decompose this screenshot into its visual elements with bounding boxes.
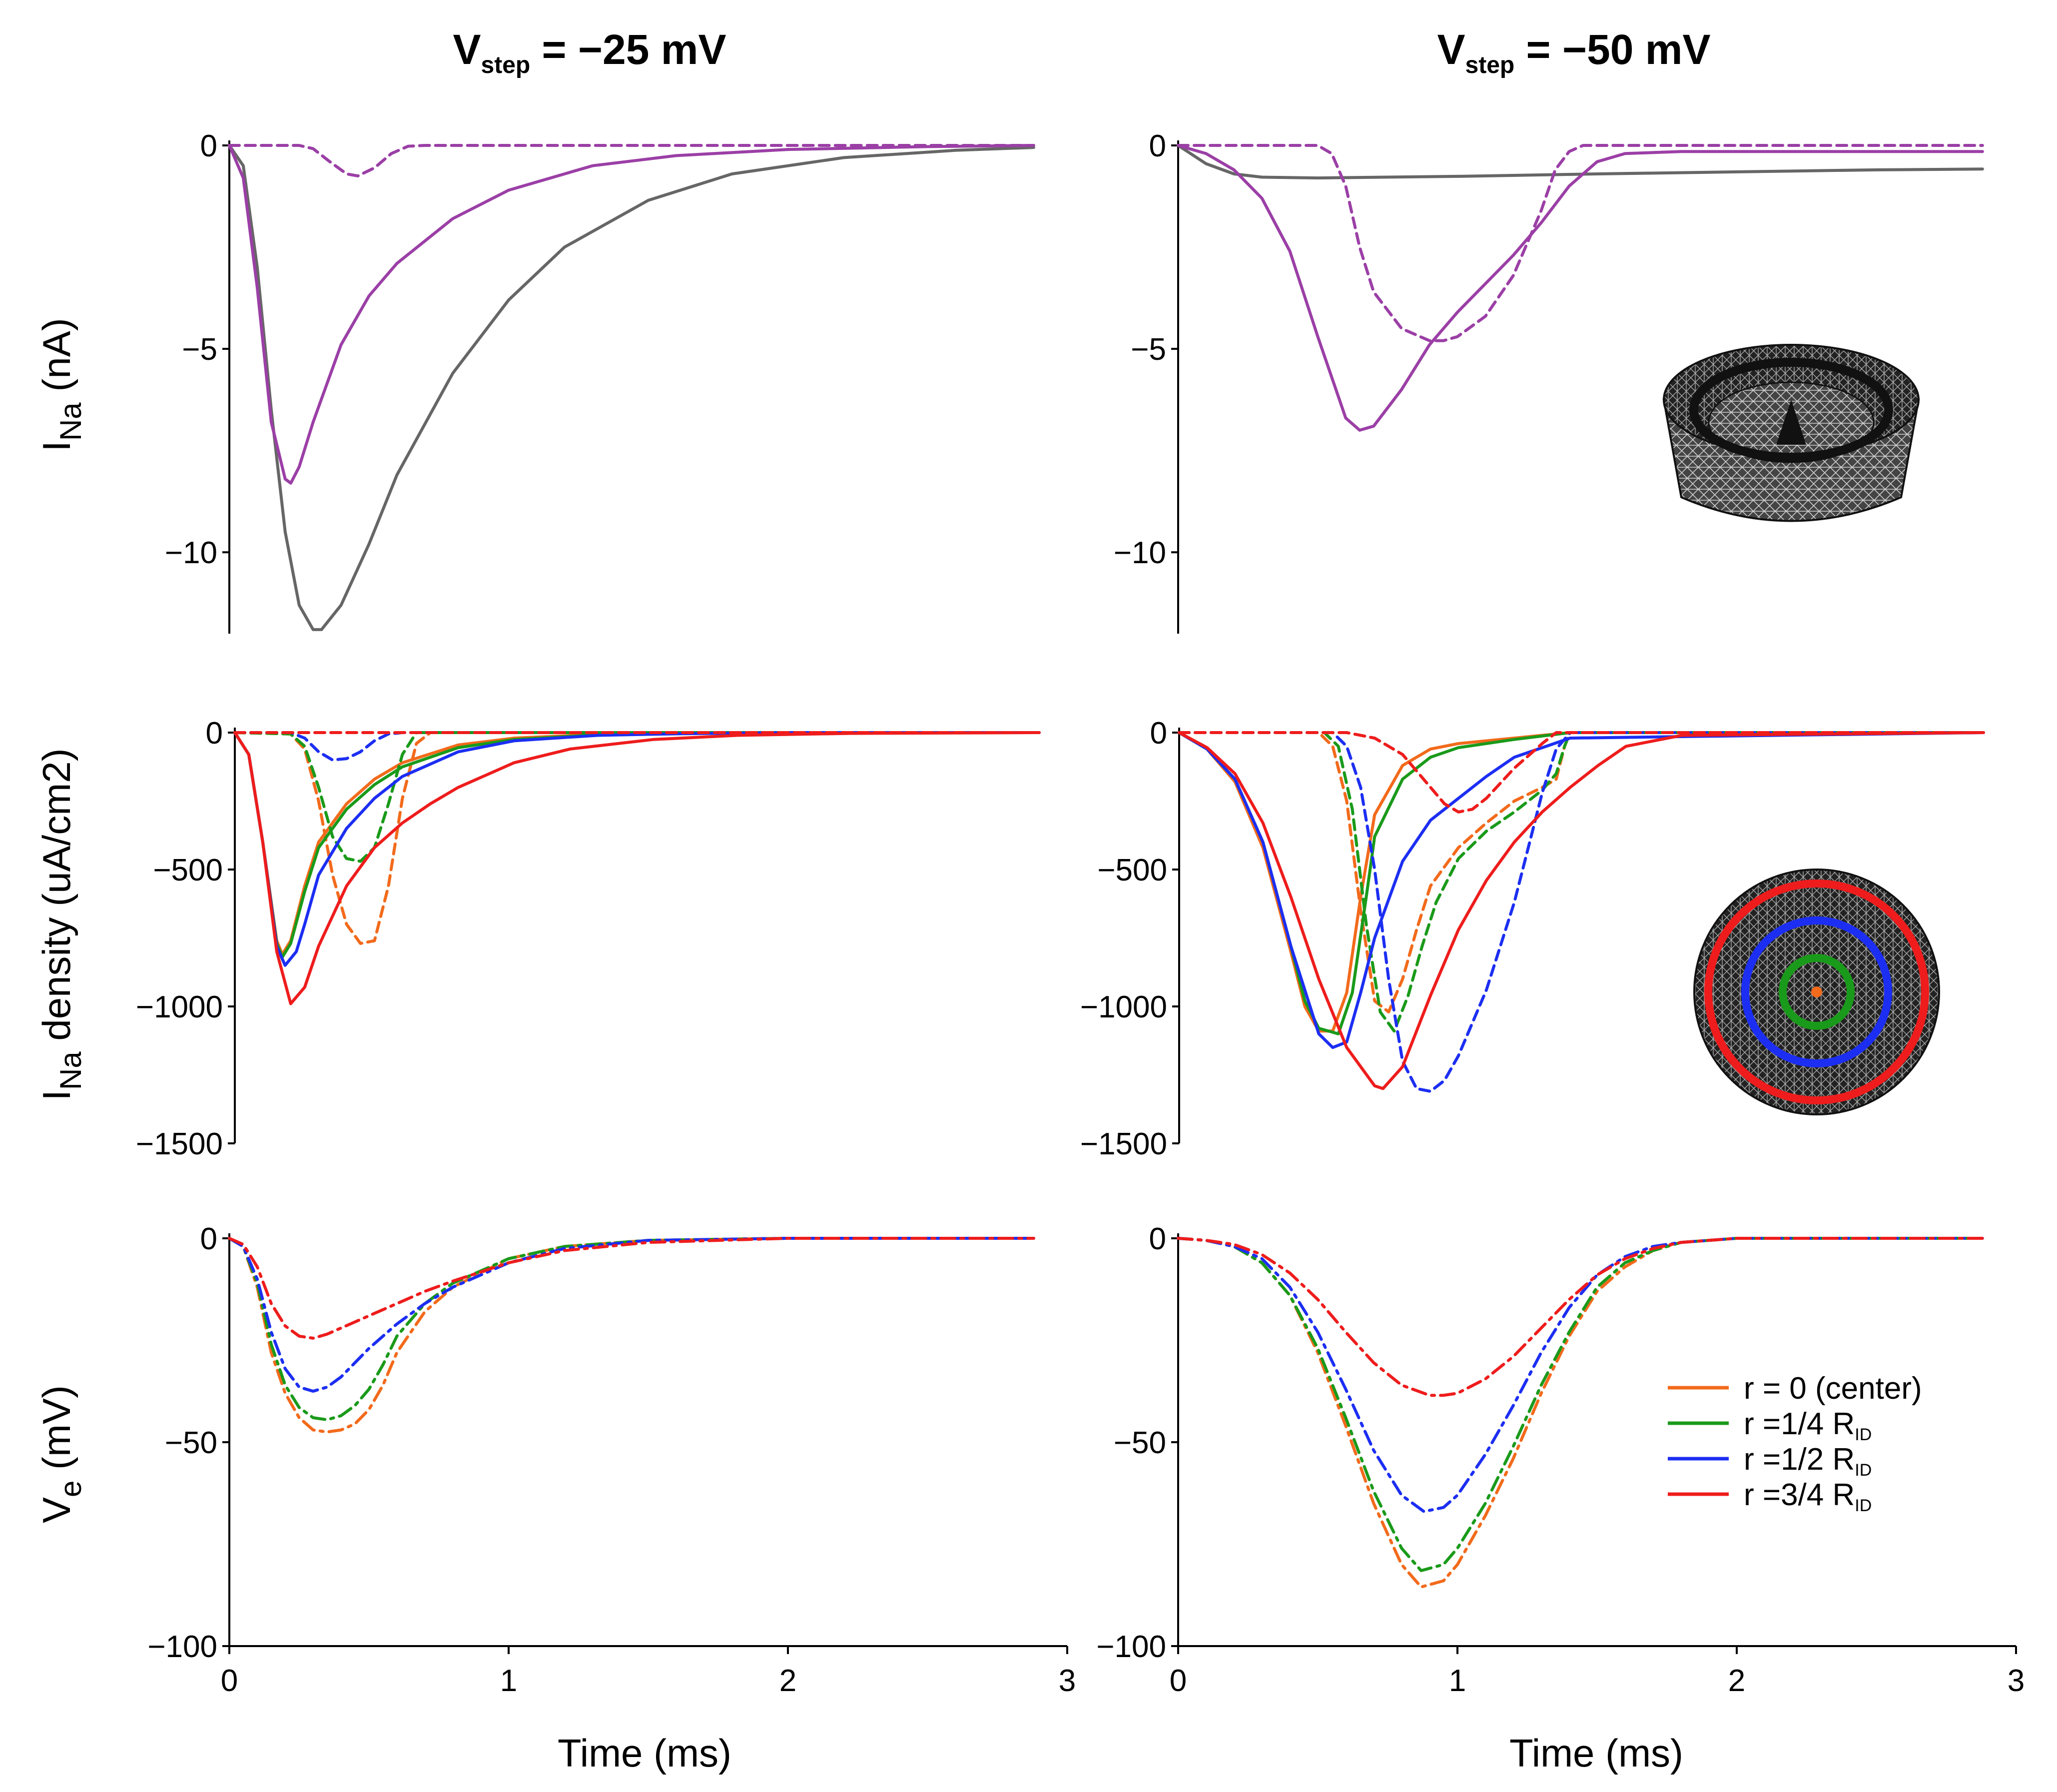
legend-label: r =3/4 RID	[1744, 1478, 1872, 1515]
y-tick-label: −500	[153, 853, 223, 888]
y-tick-label: −1000	[1080, 990, 1167, 1024]
series-line	[1177, 144, 1984, 432]
radius-circle-1-2	[1741, 916, 1892, 1067]
radius-center-point	[1811, 986, 1822, 997]
y-tick-label: −50	[165, 1426, 217, 1460]
y-tick-label: 0	[206, 716, 223, 751]
panel-current-25mv: 0 −5 −10	[165, 129, 1035, 634]
x-axis-title-right: Time (ms)	[1509, 1731, 1683, 1775]
y-tick-label: −10	[165, 536, 217, 570]
y-axis-title-current-density: INa density (uA/cm2)	[34, 748, 87, 1100]
x-tick-label: 0	[221, 1664, 238, 1698]
series-line	[1178, 731, 1985, 1049]
panel-ve-50mv: 0−50−1000 1 2 3	[1096, 1222, 2025, 1698]
series-line	[233, 731, 1041, 959]
series-line	[228, 1237, 1035, 1422]
series-line	[1177, 1237, 1984, 1513]
x-tick-label: 3	[2008, 1664, 2025, 1698]
series-line	[233, 731, 1041, 762]
y-tick-label: −1000	[136, 990, 223, 1024]
series-line	[1178, 731, 1985, 1033]
series-line	[1178, 731, 1985, 1033]
y-tick-label: 0	[200, 129, 217, 163]
x-axis-title-left: Time (ms)	[558, 1731, 731, 1775]
series-line	[233, 731, 1041, 1005]
series-line	[228, 144, 1035, 178]
x-tick-label: 1	[1449, 1664, 1466, 1698]
series-line	[1178, 731, 1985, 1090]
legend-label: r = 0 (center)	[1744, 1371, 1922, 1406]
series-line	[233, 731, 1041, 967]
y-tick-label: −1500	[136, 1127, 223, 1161]
series-line	[1177, 1237, 1984, 1397]
x-tick-label: 1	[500, 1664, 517, 1698]
y-tick-label: −500	[1097, 853, 1167, 888]
x-tick-label: 2	[1728, 1664, 1745, 1698]
series-line	[1178, 731, 1985, 814]
series-line	[233, 731, 1041, 863]
series-line	[228, 1237, 1035, 1393]
series-line	[233, 731, 1041, 945]
series-line	[228, 1237, 1035, 1340]
y-tick-label: 0	[1149, 1222, 1166, 1256]
disc-top-view-inset	[1693, 869, 1940, 1115]
y-axis-title-current: INa (nA)	[34, 318, 87, 451]
y-tick-label: 0	[200, 1222, 217, 1256]
panel-current-50mv: 0 −5 −10	[1114, 129, 1984, 634]
y-tick-label: 0	[1149, 129, 1166, 163]
x-tick-label: 0	[1170, 1664, 1187, 1698]
series-line	[1177, 144, 1984, 180]
legend-label: r =1/4 RID	[1744, 1407, 1872, 1444]
radius-circle-1-4	[1779, 954, 1855, 1030]
y-tick-label: 0	[1150, 716, 1167, 751]
panel-density-50mv: 0 −500 −1000 −1500	[1080, 716, 1985, 1161]
y-tick-label: −100	[1096, 1630, 1166, 1664]
series-line	[1177, 1237, 1984, 1572]
column-title-left: Vstep = −25 mV	[453, 26, 726, 78]
series-line	[228, 144, 1035, 485]
y-axis-title-ve: Ve (mV)	[34, 1385, 87, 1523]
series-line	[1177, 144, 1984, 342]
y-tick-label: −1500	[1080, 1127, 1167, 1161]
y-tick-label: −100	[147, 1630, 217, 1664]
y-tick-label: −10	[1114, 536, 1166, 570]
panel-ve-25mv: 0−50−1000 1 2 3	[147, 1222, 1076, 1698]
panel-density-25mv: 0 −500 −1000 −1500	[136, 716, 1041, 1161]
y-tick-label: −5	[182, 332, 217, 367]
y-tick-label: −50	[1114, 1426, 1166, 1460]
y-tick-label: −5	[1131, 332, 1166, 367]
series-line	[1178, 731, 1985, 1093]
radius-circle-3-4	[1704, 880, 1929, 1104]
x-tick-label: 2	[779, 1664, 796, 1698]
series-line	[228, 144, 1035, 631]
x-tick-label: 3	[1059, 1664, 1076, 1698]
series-line	[233, 731, 1041, 956]
mesh-3d-inset	[1662, 344, 1920, 522]
series-line	[228, 1237, 1035, 1434]
column-title-right: Vstep = −50 mV	[1437, 26, 1710, 78]
legend-label: r =1/2 RID	[1744, 1442, 1872, 1480]
